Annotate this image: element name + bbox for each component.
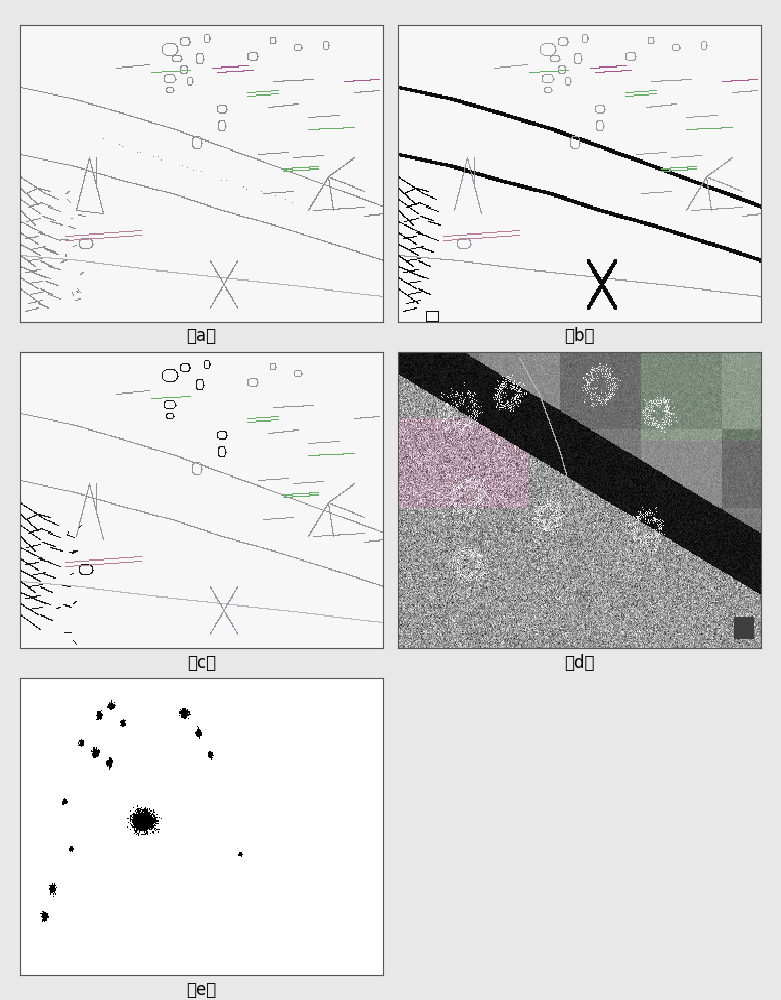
- X-axis label: （e）: （e）: [186, 981, 216, 999]
- X-axis label: （a）: （a）: [187, 327, 216, 345]
- X-axis label: （c）: （c）: [187, 654, 216, 672]
- X-axis label: （b）: （b）: [565, 327, 595, 345]
- X-axis label: （d）: （d）: [565, 654, 595, 672]
